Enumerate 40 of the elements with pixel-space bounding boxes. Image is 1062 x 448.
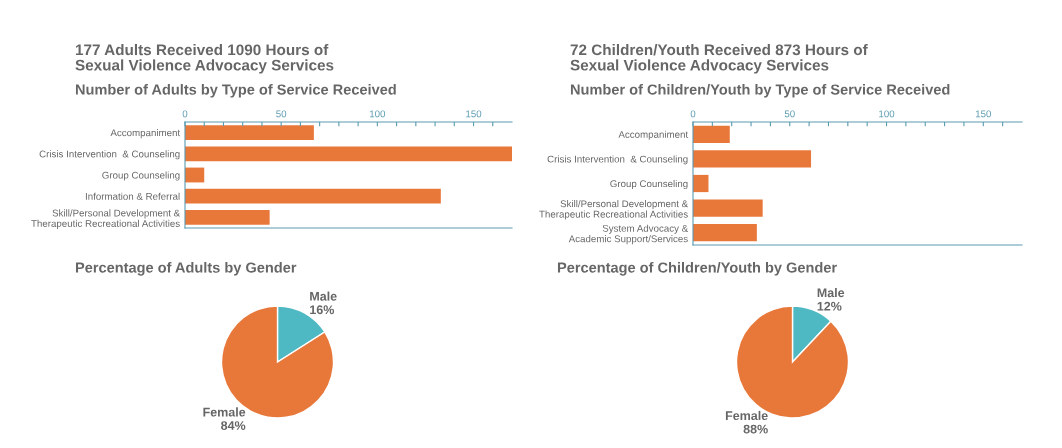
slice-label: Female — [203, 407, 246, 417]
chart-subtitle: Number of Adults by Type of Service Received — [75, 84, 396, 98]
y-tick-label: Crisis Intervention & Counseling — [547, 155, 688, 165]
x-tick-label: 100 — [879, 110, 895, 118]
y-tick-label: Accompaniment — [110, 129, 181, 139]
bar — [185, 146, 512, 162]
y-tick-label: Skill/Personal Development & Therapeutic Recreational Activities — [539, 200, 688, 220]
x-tick-label: 0 — [690, 110, 696, 118]
y-tick-label: Information & Referral — [85, 192, 180, 200]
data-label: 84% — [221, 421, 246, 430]
y-tick-label: Crisis Intervention & Counseling — [39, 150, 180, 160]
chart-title: 177 Adults Received 1090 Hours of Sexual Violence Advocacy Services — [75, 44, 334, 74]
y-tick-label: Accompaniment — [618, 130, 689, 140]
slice-label: Female — [725, 410, 768, 421]
x-tick-label: 0 — [182, 110, 188, 118]
y-tick-label: Group Counseling — [610, 179, 688, 190]
bar — [693, 199, 763, 217]
x-tick-label: 100 — [369, 110, 386, 118]
chart-title: 72 Children/Youth Received 873 Hours of Sexual Violence Advocacy Services — [570, 44, 868, 74]
chart-title: Percentage of Children/Youth by Gender — [557, 262, 837, 276]
y-tick-label: Group Counseling — [102, 171, 180, 181]
x-tick-label: 50 — [784, 110, 795, 118]
data-label: 88% — [743, 424, 768, 434]
y-tick-label: System Advocacy & Academic Support/Services — [568, 224, 688, 245]
bar — [693, 150, 812, 168]
bar — [185, 209, 270, 225]
chart-title: Percentage of Adults by Gender — [75, 262, 297, 276]
bar — [185, 188, 441, 204]
chart-subtitle: Number of Children/Youth by Type of Service Received — [570, 84, 950, 98]
x-tick-label: 150 — [975, 110, 992, 118]
data-label: 12% — [817, 301, 842, 311]
bar — [693, 224, 757, 242]
slice-label: Male — [817, 288, 845, 298]
slice-label: Male — [310, 291, 337, 301]
y-tick-label: Skill/Personal Development & Therapeutic Recreational Activities — [31, 209, 180, 229]
bar — [185, 125, 314, 141]
x-tick-label: 50 — [276, 110, 287, 118]
data-label: 16% — [310, 305, 335, 315]
bar — [693, 125, 730, 143]
x-tick-label: 150 — [466, 110, 482, 118]
